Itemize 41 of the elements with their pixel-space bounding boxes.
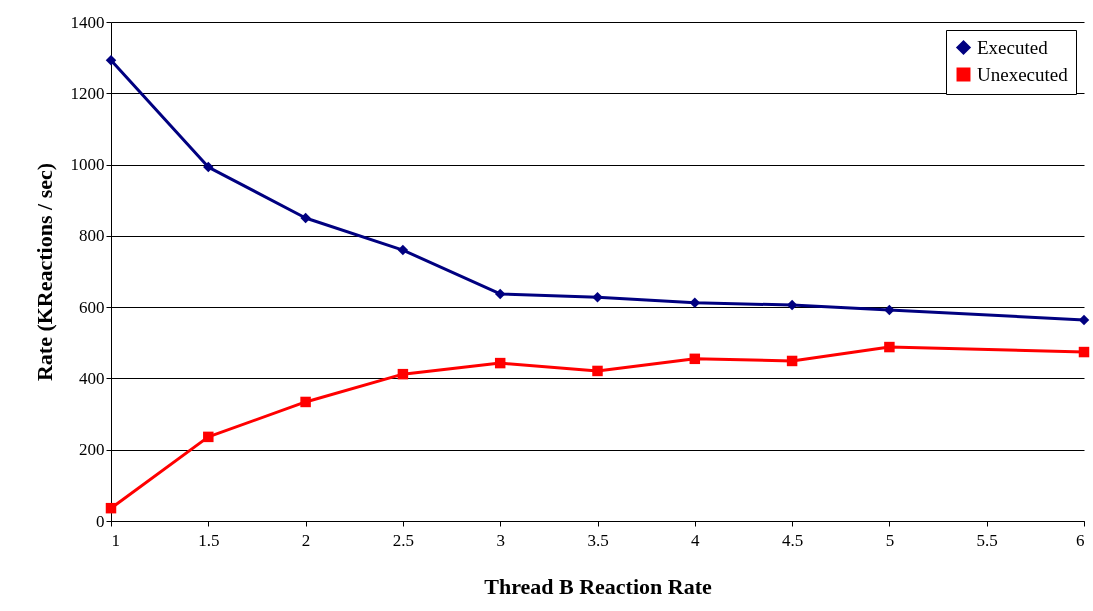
y-tick-label: 0 [96,511,105,531]
legend-label: Executed [977,36,1049,58]
point [1078,346,1090,358]
point [397,368,409,380]
x-tick-label: 1.5 [198,530,220,550]
point [203,431,214,443]
y-tick-label: 800 [79,226,105,246]
point [397,244,409,256]
point [494,288,506,300]
point [300,396,311,408]
x-tick-label: 4.5 [781,530,804,550]
x-tick-label: 3 [496,530,505,550]
y-tick-label: 400 [79,368,105,388]
point [884,304,895,316]
y-tick-label: 600 [79,297,105,317]
y-tick-label: 1000 [70,155,105,175]
y-tick-label: 1200 [70,83,105,103]
x-axis-title: Thread B Reaction Rate [484,573,712,599]
x-tick-label: 2.5 [392,530,415,550]
x-tick-label: 2 [301,530,311,550]
x-tick-label: 1 [111,530,120,550]
point [1078,314,1090,326]
y-axis-title: Rate (KReactions / sec) [31,162,57,382]
x-tick-label: 5 [885,530,895,550]
x-tick-label: 3.5 [587,530,609,550]
x-tick-label: 4 [691,530,701,550]
point [689,353,701,365]
point [203,161,214,173]
point [494,357,506,369]
legend-label: Unexecuted [977,63,1069,85]
x-tick-label: 6 [1076,530,1085,550]
point [786,355,798,367]
y-tick-label: 200 [79,440,105,460]
point [592,365,603,377]
point [105,54,117,66]
y-tick-label: 1400 [70,12,105,32]
point [105,502,117,514]
point [592,291,603,303]
point [300,212,311,224]
point [884,341,895,353]
x-tick-label: 5.5 [976,530,998,550]
